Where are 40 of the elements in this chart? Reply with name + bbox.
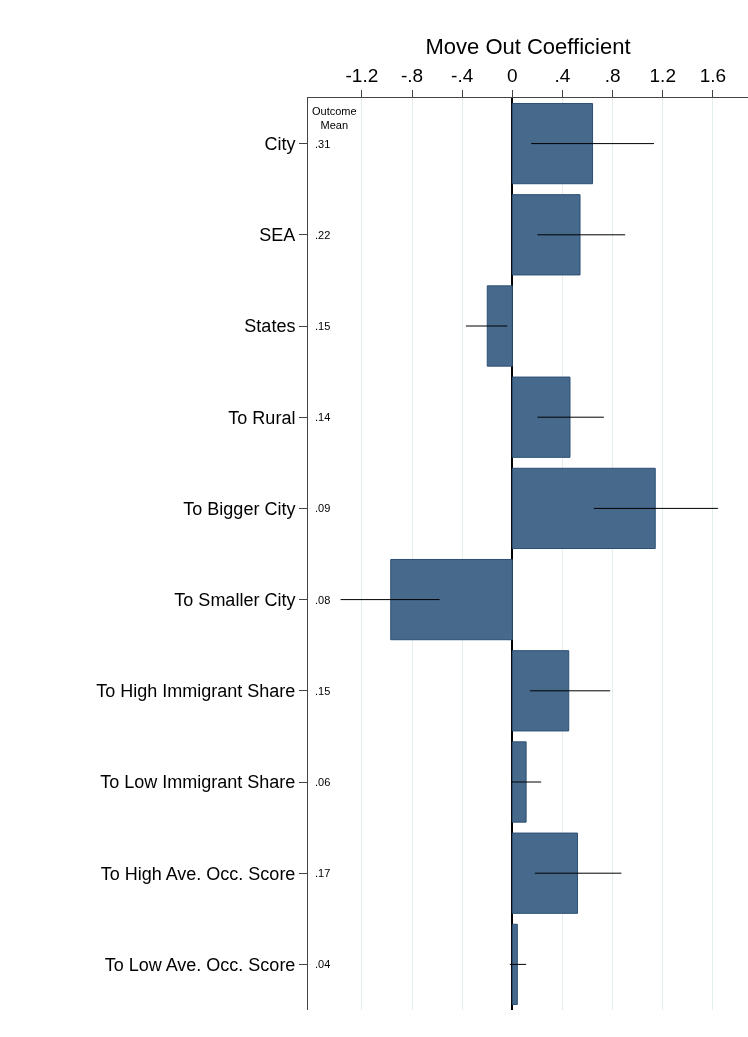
x-tick-label: -.8 — [400, 65, 424, 87]
bar — [511, 467, 656, 550]
x-tick-label: .8 — [604, 65, 621, 87]
y-tick-label: To Smaller City — [174, 589, 296, 610]
y-tick-label: To Low Immigrant Share — [100, 772, 296, 793]
annotation: .15 — [315, 685, 331, 697]
bar — [511, 923, 518, 1006]
bar — [511, 194, 581, 276]
bar — [511, 741, 527, 823]
y-tick-label: To Bigger City — [183, 498, 296, 519]
bar — [511, 376, 571, 458]
annotation: .22 — [315, 229, 331, 241]
bar — [390, 558, 513, 641]
bar — [511, 102, 594, 185]
y-tick-label: To High Immigrant Share — [96, 681, 296, 702]
bar — [486, 285, 513, 367]
bar — [511, 832, 579, 914]
annotation: .31 — [315, 138, 331, 150]
y-tick-label: To Low Ave. Occ. Score — [104, 954, 296, 975]
x-tick-label: 0 — [507, 65, 518, 87]
annotation: Outcome Mean — [312, 105, 357, 132]
y-tick-label: SEA — [259, 225, 296, 246]
x-tick-label: 1.6 — [699, 65, 727, 87]
x-tick-label: -.4 — [451, 65, 474, 87]
annotation: .14 — [315, 411, 331, 423]
x-tick-label: .4 — [554, 65, 571, 87]
y-tick-label: City — [264, 133, 296, 154]
y-tick-label: To High Ave. Occ. Score — [100, 863, 296, 884]
annotation: .15 — [315, 320, 331, 332]
y-tick-label: To Rural — [228, 407, 296, 428]
annotation: .17 — [315, 867, 331, 879]
annotation: .08 — [315, 594, 331, 606]
x-tick-label: -1.2 — [345, 65, 379, 87]
y-tick-label: States — [244, 316, 296, 337]
x-axis-title: Move Out Coefficient — [425, 34, 631, 60]
bar — [511, 650, 570, 732]
annotation: .06 — [315, 776, 331, 788]
x-tick-label: 1.2 — [649, 65, 676, 87]
annotation: .09 — [315, 502, 331, 514]
annotation: .04 — [315, 958, 331, 970]
